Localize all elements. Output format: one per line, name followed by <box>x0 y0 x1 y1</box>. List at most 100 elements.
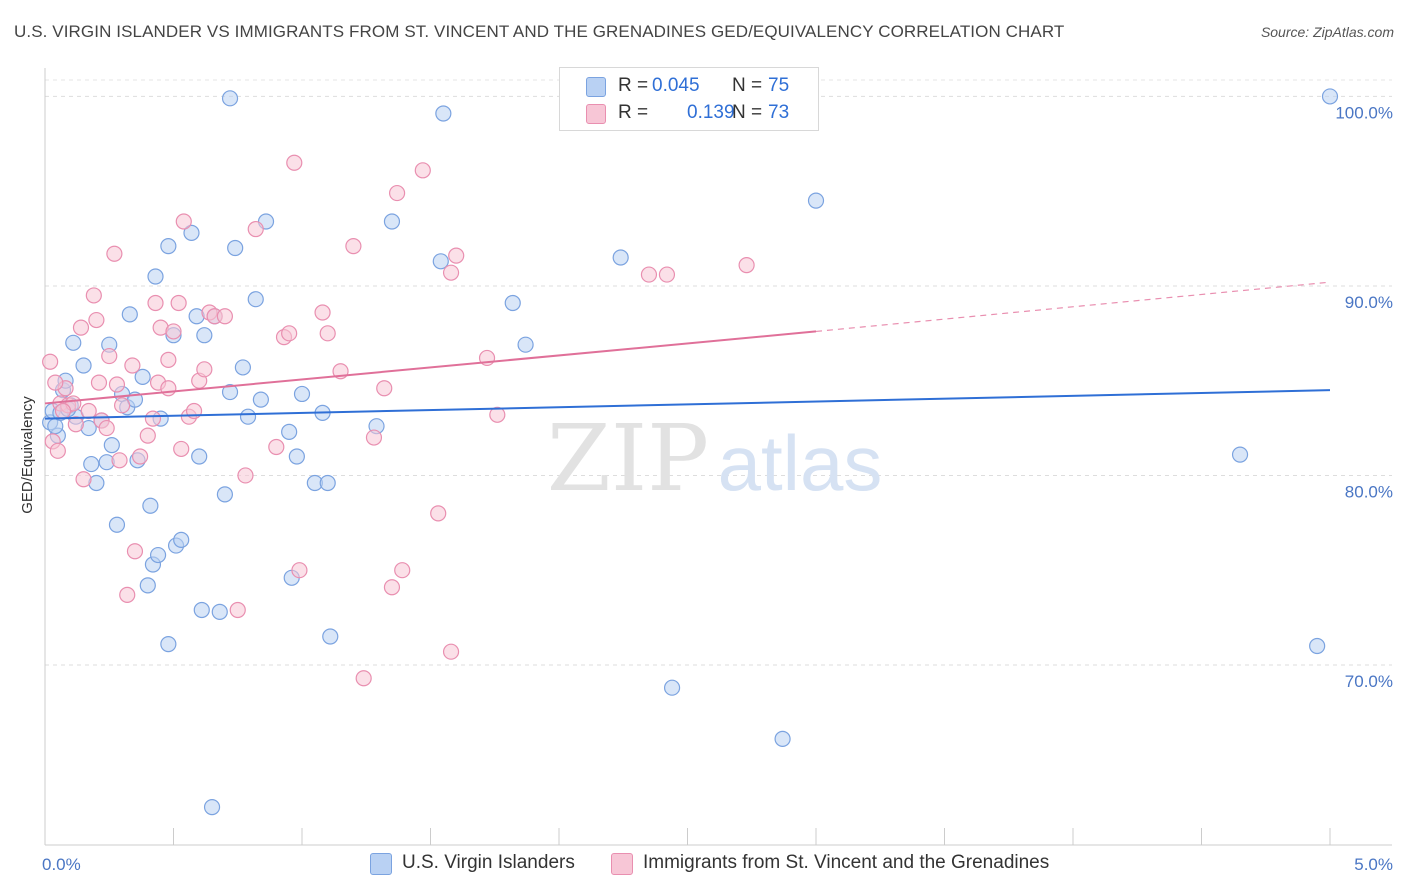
point-immigrants <box>355 670 372 687</box>
point-immigrants <box>430 505 447 522</box>
y-tick-label: 100.0% <box>1335 103 1393 122</box>
trend-line-immigrants-extrapolated <box>815 281 1331 333</box>
point-virgin-islanders <box>173 531 190 548</box>
point-immigrants <box>196 361 213 378</box>
point-immigrants <box>738 256 755 274</box>
legend-r-value: 0.139 <box>687 102 735 123</box>
point-immigrants <box>448 247 465 264</box>
point-immigrants <box>268 438 285 456</box>
point-virgin-islanders <box>1231 446 1249 463</box>
point-immigrants <box>175 213 192 230</box>
point-virgin-islanders <box>293 385 311 403</box>
point-virgin-islanders <box>134 368 151 386</box>
point-immigrants <box>106 245 123 262</box>
point-immigrants <box>88 311 105 329</box>
point-immigrants <box>365 429 383 446</box>
point-immigrants <box>75 471 92 488</box>
point-immigrants <box>98 419 115 437</box>
legend-n-value: 75 <box>768 75 790 96</box>
trend-line-immigrants <box>44 330 817 405</box>
legend-swatch-blue <box>586 77 606 97</box>
point-immigrants <box>124 357 141 374</box>
point-immigrants <box>247 220 264 238</box>
point-virgin-islanders <box>383 213 401 230</box>
point-immigrants <box>85 287 102 304</box>
point-virgin-islanders <box>160 238 177 255</box>
data-points <box>42 88 1339 816</box>
point-immigrants <box>286 154 303 171</box>
point-immigrants <box>658 266 676 283</box>
point-virgin-islanders <box>75 357 92 374</box>
point-immigrants <box>72 319 90 336</box>
point-immigrants <box>319 325 336 342</box>
point-virgin-islanders <box>103 437 120 454</box>
point-virgin-islanders <box>252 391 269 408</box>
point-immigrants <box>42 353 59 370</box>
point-immigrants <box>291 562 308 579</box>
point-immigrants <box>314 304 331 321</box>
point-immigrants <box>67 416 84 433</box>
point-virgin-islanders <box>517 336 534 353</box>
point-virgin-islanders <box>1309 637 1326 655</box>
point-virgin-islanders <box>203 798 221 816</box>
point-virgin-islanders <box>183 224 200 241</box>
point-virgin-islanders <box>221 90 239 107</box>
point-immigrants <box>144 410 162 427</box>
point-virgin-islanders <box>432 253 449 270</box>
point-virgin-islanders <box>160 636 177 653</box>
point-immigrants <box>237 467 254 484</box>
legend-n-label: N = <box>732 75 763 96</box>
bottom-legend-label: U.S. Virgin Islanders <box>402 852 575 873</box>
point-virgin-islanders <box>319 474 336 492</box>
point-immigrants <box>442 643 460 660</box>
point-virgin-islanders <box>663 679 681 696</box>
legend-r-value: 0.045 <box>652 75 700 96</box>
point-virgin-islanders <box>142 497 159 514</box>
point-immigrants <box>131 448 149 465</box>
point-virgin-islanders <box>211 603 228 621</box>
point-immigrants <box>108 376 126 393</box>
axes <box>44 68 1392 846</box>
point-immigrants <box>47 374 64 391</box>
point-immigrants <box>345 238 362 255</box>
point-virgin-islanders <box>121 306 138 323</box>
point-virgin-islanders <box>612 249 629 266</box>
x-tick-label: 5.0% <box>1354 855 1393 874</box>
point-virgin-islanders <box>234 359 251 376</box>
point-virgin-islanders <box>774 730 791 747</box>
point-immigrants <box>216 308 233 325</box>
point-virgin-islanders <box>247 291 264 308</box>
watermark: ZIP atlas <box>547 405 882 512</box>
point-immigrants <box>160 380 177 397</box>
point-immigrants <box>383 579 401 596</box>
point-immigrants <box>160 351 177 368</box>
point-virgin-islanders <box>65 334 82 351</box>
point-immigrants <box>147 294 164 312</box>
point-immigrants <box>414 162 431 179</box>
tick-labels: 100.0% 90.0% 80.0% 70.0% 0.0% 5.0% <box>42 103 1393 874</box>
point-immigrants <box>165 323 182 340</box>
point-immigrants <box>113 397 131 414</box>
point-immigrants <box>394 562 411 579</box>
y-tick-label: 70.0% <box>1345 672 1393 691</box>
legend-swatch-pink <box>586 104 606 124</box>
correlation-legend: R = 0.045 N = 75 R = 0.139 N = 73 <box>559 67 819 131</box>
legend-r-label: R = <box>618 102 649 123</box>
point-immigrants <box>111 452 128 469</box>
point-virgin-islanders <box>191 448 208 465</box>
point-immigrants <box>119 586 136 603</box>
legend-r-label: R = <box>618 75 649 96</box>
point-immigrants <box>489 406 506 423</box>
point-immigrants <box>229 601 246 619</box>
trend-lines <box>44 281 1331 420</box>
point-immigrants <box>170 294 187 312</box>
chart-title: U.S. VIRGIN ISLANDER VS IMMIGRANTS FROM … <box>14 22 1065 41</box>
point-immigrants <box>54 402 72 420</box>
y-tick-label: 80.0% <box>1345 482 1393 501</box>
point-immigrants <box>101 347 118 365</box>
point-immigrants <box>139 427 156 444</box>
point-immigrants <box>442 264 460 281</box>
point-virgin-islanders <box>807 192 825 209</box>
point-immigrants <box>640 266 658 283</box>
